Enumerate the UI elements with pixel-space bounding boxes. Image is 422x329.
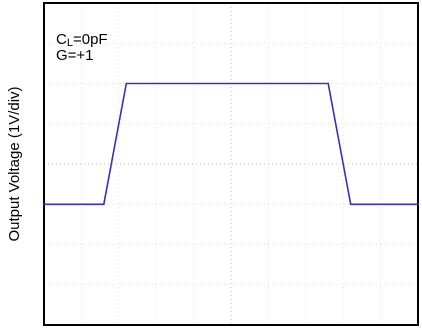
trace-point — [327, 82, 330, 85]
trace-point — [349, 203, 352, 206]
load-capacitance-label: CL=0pF — [56, 31, 108, 49]
plot-frame — [43, 2, 419, 326]
output-voltage-trace — [44, 82, 418, 206]
gain-label: G=+1 — [56, 47, 94, 64]
y-axis-label: Output Voltage (1V/div) — [6, 86, 23, 241]
trace-point — [417, 203, 419, 206]
grid — [44, 3, 418, 325]
trace-point — [103, 203, 105, 206]
trace-point — [43, 203, 45, 206]
trace-layer — [43, 82, 419, 206]
trace-point — [125, 82, 128, 85]
